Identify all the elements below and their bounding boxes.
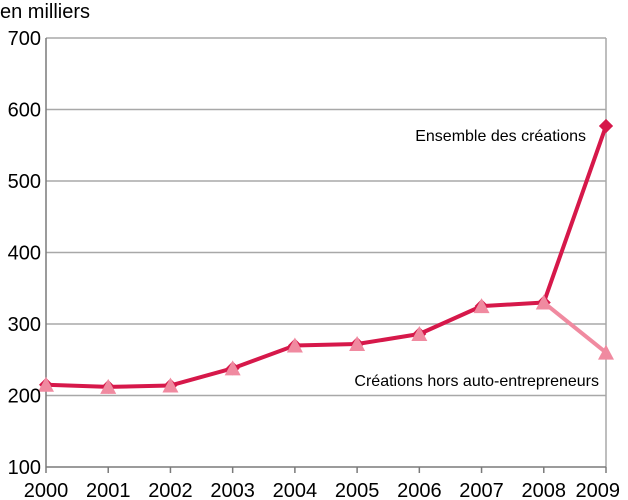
point-hors-auto-entrepreneurs-2008 — [535, 294, 552, 310]
series-hors-auto-entrepreneurs — [541, 300, 608, 355]
point-ensemble-last-overlay — [599, 118, 613, 133]
y-tick-label-600: 600 — [8, 100, 41, 122]
point-hors-auto-entrepreneurs-2002 — [162, 377, 179, 393]
markers — [38, 118, 614, 394]
point-hors-auto-entrepreneurs-2005 — [349, 336, 366, 352]
series-line-ensemble — [44, 123, 608, 389]
y-tick-label-200: 200 — [8, 386, 41, 408]
unit-label: en milliers — [0, 1, 90, 23]
series-ensemble — [44, 123, 608, 389]
point-hors-auto-entrepreneurs-2000 — [38, 376, 54, 392]
y-tick-label-500: 500 — [8, 171, 41, 193]
point-hors-auto-entrepreneurs-2006 — [411, 326, 428, 342]
x-tick-label-2000: 2000 — [24, 480, 69, 500]
y-tick-label-700: 700 — [8, 28, 41, 50]
series-line-hors-auto-entrepreneurs — [541, 300, 608, 355]
x-tick-label-2001: 2001 — [86, 480, 131, 500]
series-label-ensemble: Ensemble des créations — [415, 128, 586, 145]
x-tick-label-2002: 2002 — [148, 480, 193, 500]
x-tick-label-2009: 2009 — [576, 480, 621, 500]
point-hors-auto-entrepreneurs-2007 — [473, 298, 490, 314]
x-tick-label-2006: 2006 — [397, 480, 442, 500]
y-tick-label-400: 400 — [8, 243, 41, 265]
x-tick-label-2004: 2004 — [273, 480, 318, 500]
gridlines — [45, 37, 607, 473]
x-tick-label-2005: 2005 — [335, 480, 380, 500]
point-hors-auto-entrepreneurs-2004 — [286, 337, 303, 353]
series-label-hors-auto-entrepreneurs: Créations hors auto-entrepreneurs — [354, 373, 599, 390]
y-tick-label-100: 100 — [8, 457, 41, 479]
point-hors-auto-entrepreneurs-2001 — [100, 378, 117, 394]
point-hors-auto-entrepreneurs-2003 — [224, 360, 241, 376]
x-tick-label-2007: 2007 — [459, 480, 504, 500]
y-tick-label-300: 300 — [8, 314, 41, 336]
x-tick-label-2003: 2003 — [210, 480, 255, 500]
point-hors-auto-entrepreneurs-2009 — [598, 344, 614, 360]
x-tick-label-2008: 2008 — [522, 480, 567, 500]
